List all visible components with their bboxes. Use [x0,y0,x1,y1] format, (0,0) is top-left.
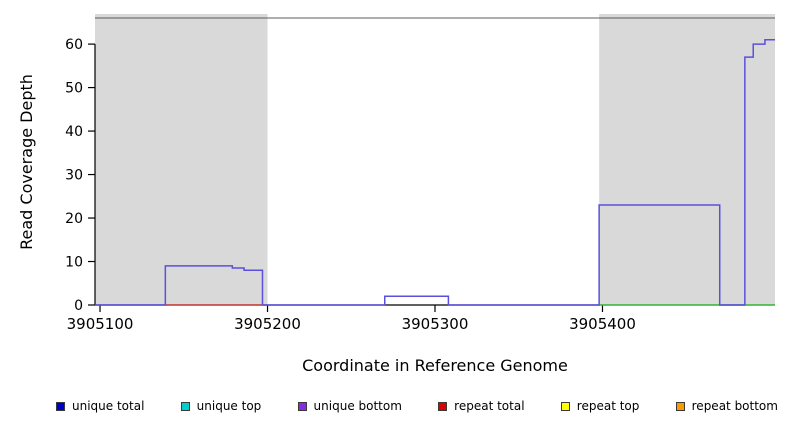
y-axis-tick-label: 60 [65,37,83,53]
legend-item-repeat-total: repeat total [438,399,525,413]
legend-item-repeat-top: repeat top [560,399,640,413]
y-axis-tick-label: 50 [65,81,83,97]
masked-region [599,14,775,305]
legend-swatch-unique-top [180,401,190,411]
chart-legend: unique total unique top unique bottom repea… [0,399,792,413]
legend-item-unique-bottom: unique bottom [297,399,402,413]
x-axis-tick-label: 3905100 [67,315,134,333]
y-axis-tick-label: 40 [65,124,83,140]
y-axis-tick-label: 20 [65,211,83,227]
x-axis-tick-label: 3905200 [234,315,301,333]
y-axis-tick-label: 30 [65,168,83,184]
legend-label-repeat-top: repeat top [576,399,640,413]
legend-label-unique-total: unique total [72,399,145,413]
masked-region [95,14,268,305]
legend-item-unique-top: unique top [180,399,262,413]
y-axis-tick-label: 10 [65,255,83,271]
x-axis-tick-label: 3905300 [402,315,469,333]
legend-swatch-repeat-total [438,401,448,411]
series-unique-coverage [95,38,775,306]
legend-label-repeat-total: repeat total [454,399,525,413]
legend-label-unique-top: unique top [196,399,262,413]
y-axis-title: Read Coverage Depth [17,74,36,250]
legend-swatch-repeat-bottom [675,401,685,411]
x-axis-tick-label: 3905400 [569,315,636,333]
legend-item-repeat-bottom: repeat bottom [675,399,778,413]
legend-swatch-repeat-top [560,401,570,411]
legend-label-unique-bottom: unique bottom [313,399,402,413]
x-axis-title: Coordinate in Reference Genome [302,356,568,375]
plot-layers: 3905100 3905200 3905300 3905400 0 10 20 30 40 50 6… [65,14,775,333]
legend-swatch-unique-bottom [297,401,307,411]
y-axis-tick-label: 0 [74,298,83,314]
legend-swatch-unique-total [56,401,65,411]
legend-item-unique-total: unique total [56,399,144,413]
legend-label-repeat-bottom: repeat bottom [691,399,778,413]
